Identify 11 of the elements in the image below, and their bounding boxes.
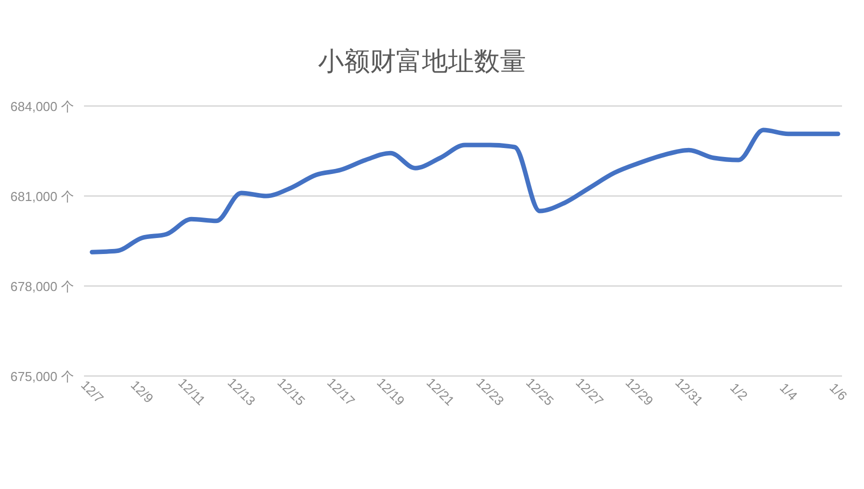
y-tick-label: 684,000 个 <box>10 99 74 114</box>
x-tick-label: 1/4 <box>776 380 800 404</box>
y-tick-label: 678,000 个 <box>10 279 74 294</box>
y-tick-label: 681,000 个 <box>10 189 74 204</box>
x-tick-label: 1/2 <box>727 380 751 404</box>
x-tick-label: 12/7 <box>78 377 107 406</box>
line-series <box>90 128 840 254</box>
y-tick-label: 675,000 个 <box>10 369 74 384</box>
x-tick-label: 1/6 <box>826 380 850 404</box>
chart-title: 小额财富地址数量 <box>318 46 526 76</box>
x-tick-label: 12/9 <box>128 377 156 406</box>
